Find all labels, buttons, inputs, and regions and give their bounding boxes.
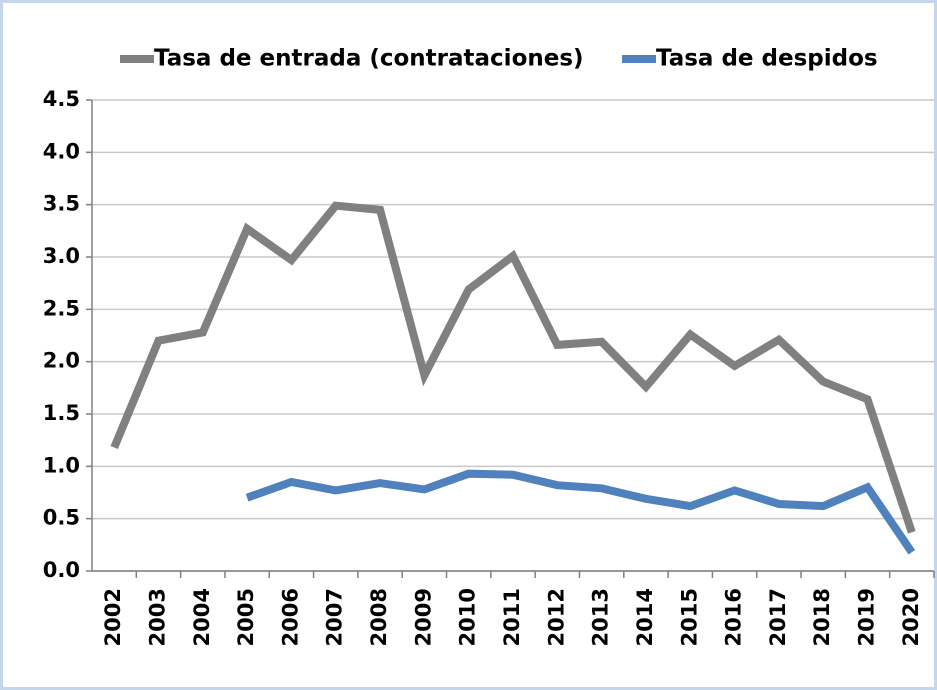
x-tick-label: 2007 bbox=[323, 588, 347, 646]
y-tick-label: 3.0 bbox=[43, 244, 80, 268]
x-tick-label: 2020 bbox=[899, 588, 923, 646]
x-tick-label: 2019 bbox=[855, 588, 879, 646]
x-tick-label: 2011 bbox=[500, 588, 524, 646]
x-tick-label: 2010 bbox=[456, 588, 480, 646]
x-tick-label: 2008 bbox=[367, 588, 391, 646]
x-tick-label: 2004 bbox=[190, 588, 214, 646]
y-tick-label: 4.5 bbox=[43, 87, 80, 111]
x-tick-label: 2015 bbox=[677, 588, 701, 646]
x-tick-label: 2009 bbox=[411, 588, 435, 646]
y-tick-label: 1.0 bbox=[43, 453, 80, 477]
x-tick-label: 2003 bbox=[145, 588, 169, 646]
legend-label: Tasa de entrada (contrataciones) bbox=[154, 46, 584, 72]
x-tick-label: 2016 bbox=[722, 588, 746, 646]
y-tick-label: 0.0 bbox=[43, 558, 80, 582]
y-tick-label: 1.5 bbox=[43, 401, 80, 425]
x-tick-label: 2002 bbox=[101, 588, 125, 646]
series-line bbox=[110, 201, 916, 534]
x-tick-label: 2012 bbox=[544, 588, 568, 646]
x-tick-label: 2018 bbox=[810, 588, 834, 646]
x-tick-label: 2017 bbox=[766, 588, 790, 646]
y-tick-label: 2.5 bbox=[43, 296, 80, 320]
y-tick-label: 0.5 bbox=[43, 506, 80, 530]
x-tick-label: 2014 bbox=[633, 588, 657, 646]
y-tick-label: 2.0 bbox=[43, 349, 80, 373]
x-tick-label: 2013 bbox=[589, 588, 613, 646]
legend-label: Tasa de despidos bbox=[656, 46, 878, 72]
y-tick-label: 4.0 bbox=[43, 139, 80, 163]
x-tick-label: 2006 bbox=[278, 588, 302, 646]
y-tick-label: 3.5 bbox=[43, 192, 80, 216]
x-tick-label: 2005 bbox=[234, 588, 258, 646]
series-line bbox=[245, 469, 916, 555]
